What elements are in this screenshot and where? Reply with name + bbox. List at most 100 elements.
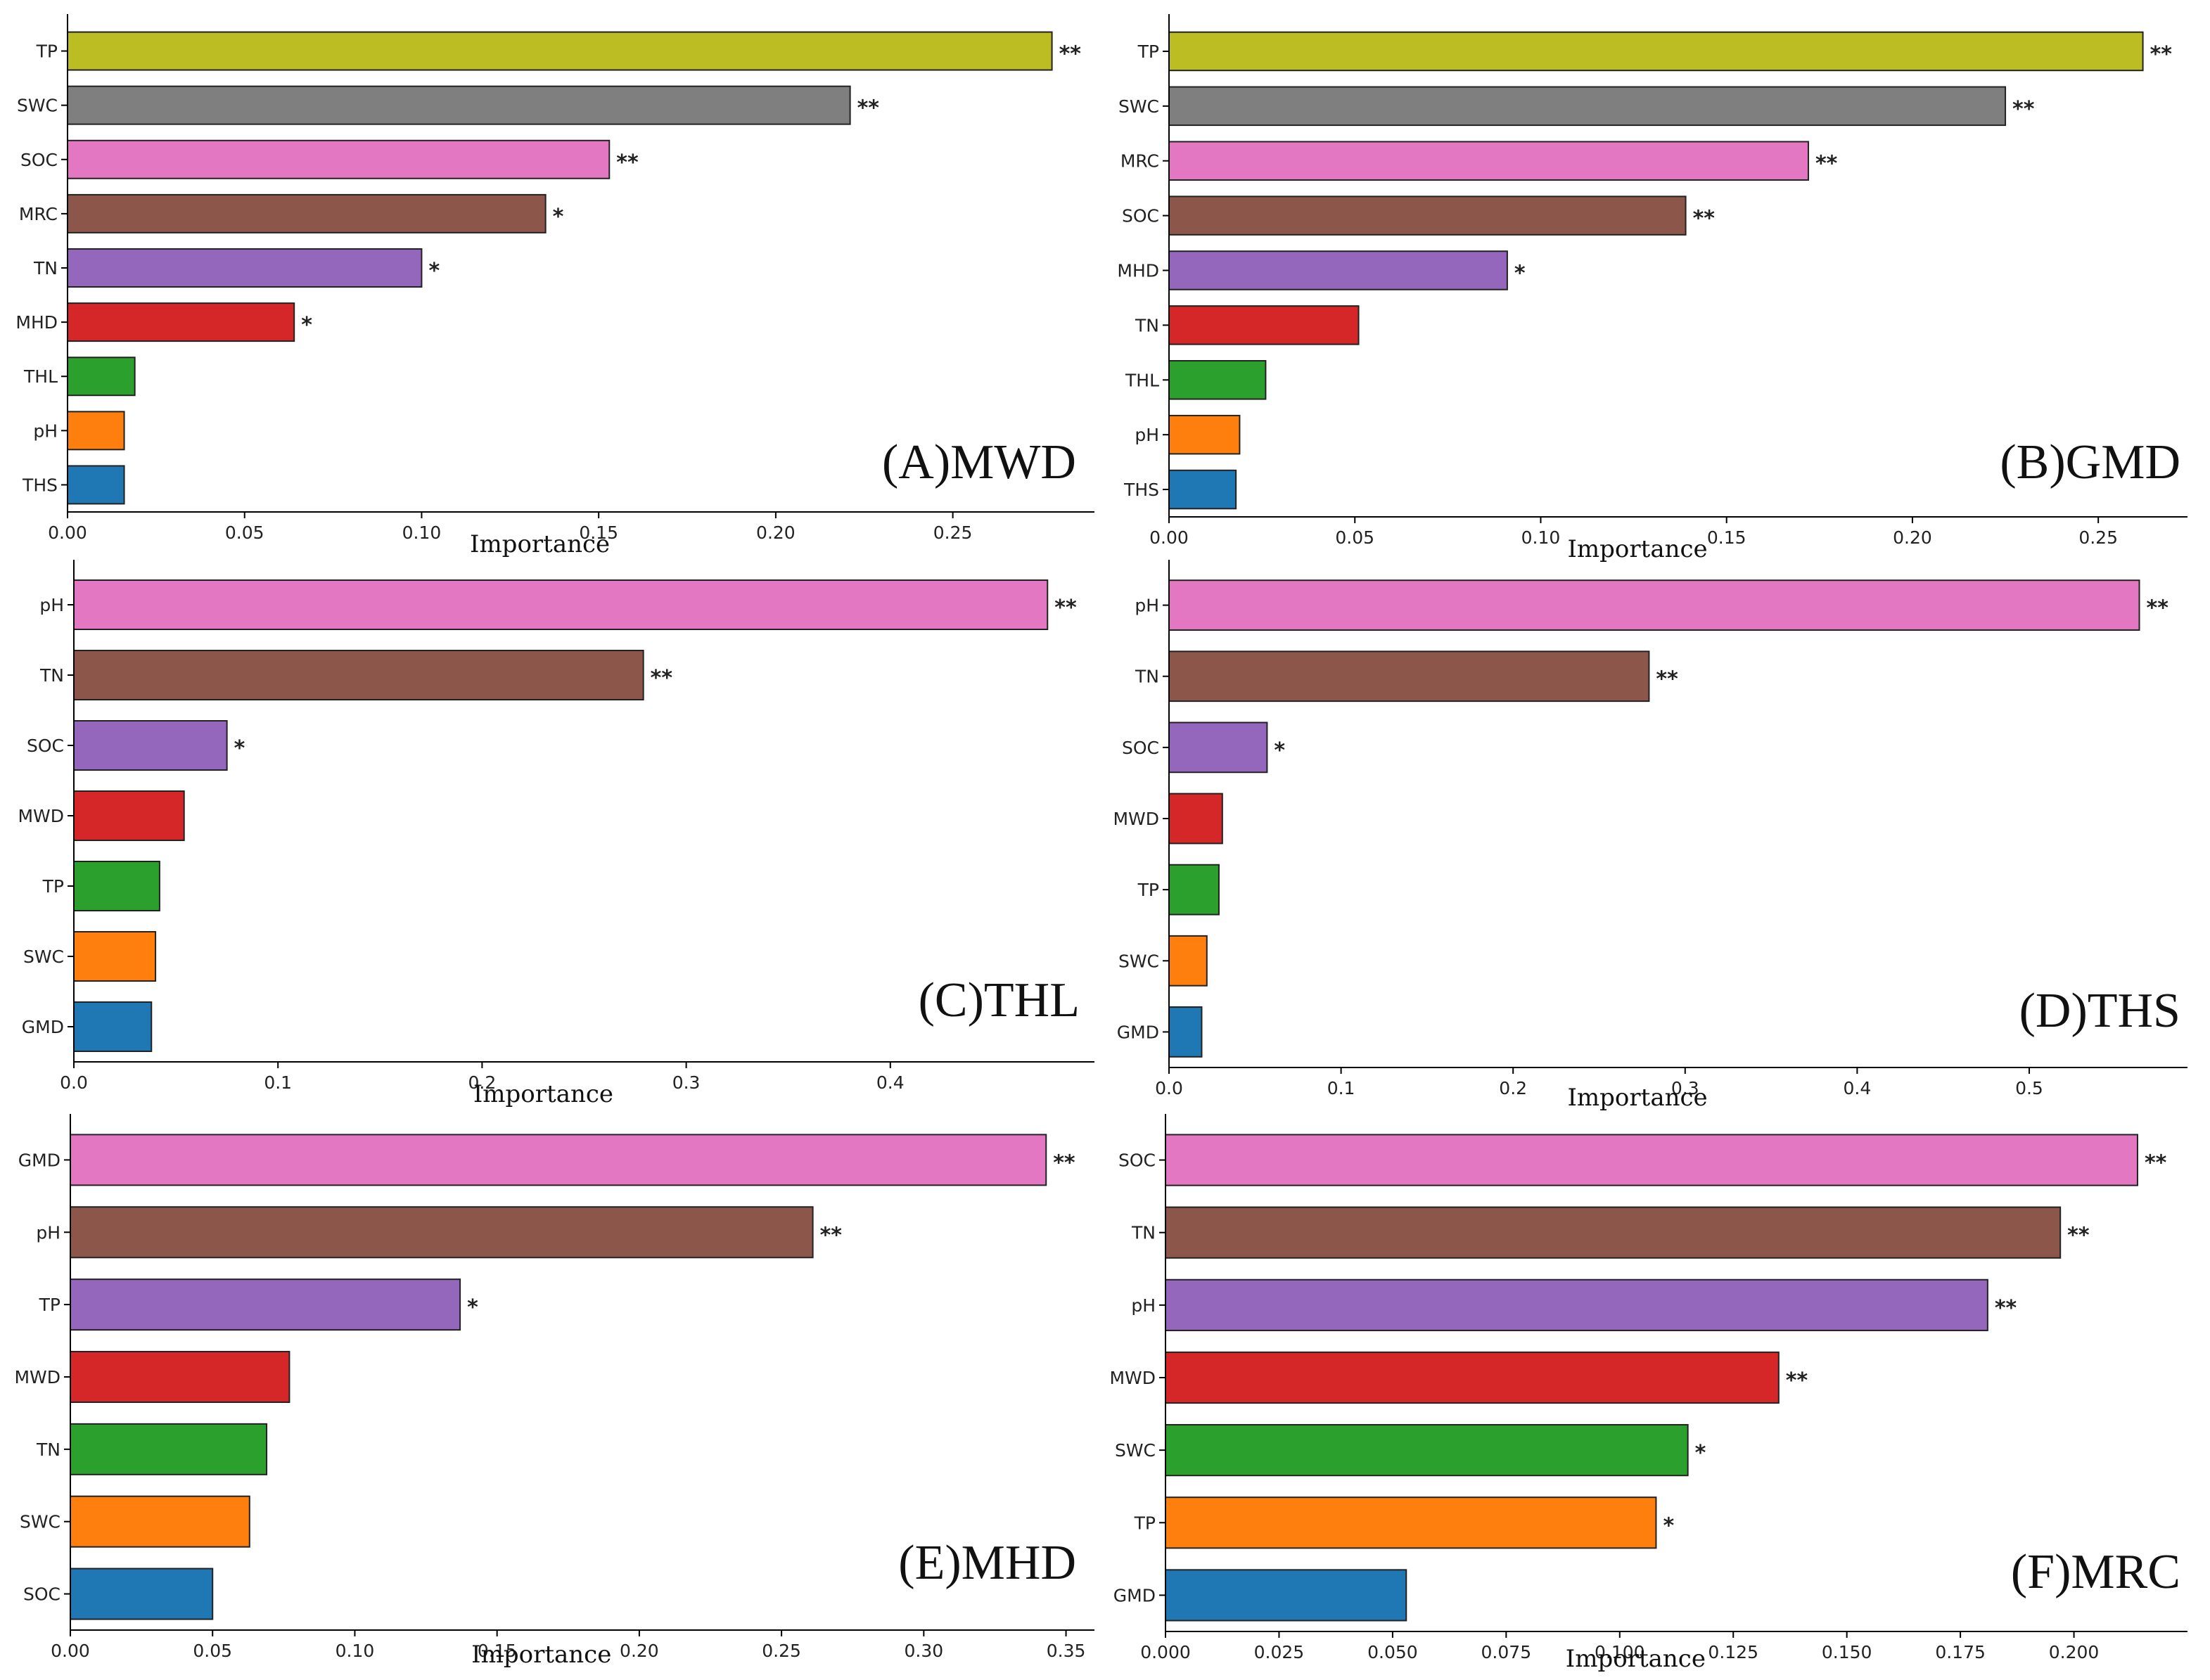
bar-swc [70, 1495, 250, 1548]
x-tick-label: 0.00 [51, 1641, 90, 1661]
category-label: MRC [19, 204, 58, 224]
bar-ph [70, 1206, 814, 1259]
x-tick-label: 0.175 [1935, 1642, 1986, 1662]
category-label: MRC [1120, 151, 1159, 172]
x-tick-label: 0.00 [48, 522, 87, 543]
significance-mark: ** [1995, 1296, 2017, 1321]
x-tick-label: 0.3 [672, 1072, 701, 1093]
chart-panel-1: TP ** SWC ** SOC ** MRC * TN * MHD * THL pH THS 0.00 0.0… [15, 14, 1094, 558]
category-label: SWC [23, 947, 64, 967]
bar-tn [70, 1423, 268, 1475]
bar-tp [70, 1278, 461, 1331]
bar-tp [1165, 1496, 1657, 1549]
x-tick-label: 0.10 [402, 522, 442, 543]
bar-mwd [73, 790, 185, 841]
bar-tn [1168, 650, 1650, 703]
panel-title: (B)GMD [2000, 435, 2180, 489]
bar-ph [1165, 1278, 1988, 1331]
bar-mwd [1165, 1351, 1780, 1404]
category-label: TN [1135, 315, 1159, 335]
x-tick-label: 0.4 [1843, 1078, 1871, 1098]
bar-swc [1165, 1424, 1689, 1477]
bar-tn [1168, 305, 1360, 345]
bar-ph [1168, 579, 2140, 631]
bar-swc [73, 931, 157, 982]
category-label: pH [1135, 596, 1159, 616]
x-tick-label: 0.15 [478, 1641, 517, 1661]
bar-swc [1168, 935, 1208, 987]
x-axis-label: Importance [1566, 1645, 1706, 1673]
category-label: SWC [20, 1512, 60, 1532]
bar-gmd [1165, 1569, 1407, 1622]
x-tick-label: 0.5 [2015, 1078, 2043, 1098]
bar-soc [67, 139, 611, 179]
chart-panel-4: pH ** TN ** SOC * MWD TP SWC GMD 0.0 0.1 0.2 0.3 0.4 0.… [1113, 560, 2187, 1112]
x-tick-label: 0.1 [264, 1072, 292, 1093]
category-label: THL [23, 366, 58, 387]
x-axis-label: Importance [470, 530, 610, 558]
significance-mark: * [428, 259, 440, 283]
x-tick-label: 0.10 [1521, 527, 1561, 548]
x-tick-label: 0.0 [1155, 1078, 1183, 1098]
panel-title: (D)THS [2019, 984, 2180, 1038]
x-tick-label: 0.050 [1367, 1642, 1418, 1662]
significance-mark: * [1695, 1441, 1706, 1466]
category-label: THS [1123, 480, 1159, 500]
x-axis-label: Importance [471, 1641, 611, 1669]
category-label: SOC [20, 150, 58, 170]
category-label: SOC [27, 736, 64, 756]
significance-mark: ** [651, 666, 673, 691]
significance-mark: ** [2150, 42, 2173, 67]
category-label: TP [36, 41, 58, 62]
x-tick-label: 0.05 [193, 1641, 232, 1661]
significance-mark: * [301, 313, 312, 338]
category-label: pH [36, 1222, 60, 1243]
bar-tn [67, 248, 423, 288]
panel-title: (F)MRC [2011, 1545, 2180, 1599]
significance-mark: ** [1693, 207, 1716, 231]
x-tick-label: 0.20 [620, 1641, 659, 1661]
category-label: GMD [1113, 1585, 1156, 1605]
category-label: TP [1137, 41, 1159, 62]
category-label: TP [1137, 880, 1159, 900]
category-label: TN [39, 665, 64, 686]
category-label: TP [42, 876, 64, 897]
x-tick-label: 0.1 [1327, 1078, 1355, 1098]
category-label: SWC [1118, 951, 1159, 971]
panel-title: (C)THL [919, 973, 1080, 1027]
bar-tp [73, 861, 160, 911]
category-label: TN [36, 1439, 60, 1460]
x-tick-label: 0.05 [1335, 527, 1374, 548]
x-tick-label: 0.20 [756, 522, 796, 543]
category-label: GMD [1117, 1022, 1159, 1042]
category-label: SOC [1118, 1150, 1156, 1171]
category-label: MHD [15, 312, 58, 333]
bar-soc [1165, 1134, 2138, 1186]
significance-mark: ** [2012, 97, 2035, 122]
significance-mark: * [467, 1295, 478, 1320]
category-label: SWC [1115, 1440, 1156, 1461]
chart-panel-3: pH ** TN ** SOC * MWD TP SWC GMD 0.0 0.1 0.2 0.3 0.4 Im… [18, 560, 1094, 1108]
bar-thl [1168, 360, 1267, 400]
category-label: TP [1134, 1513, 1156, 1533]
category-label: SWC [17, 96, 58, 116]
bar-tp [67, 31, 1053, 71]
category-label: SWC [1118, 96, 1159, 117]
category-label: pH [39, 595, 64, 615]
category-label: SOC [23, 1584, 60, 1605]
x-tick-label: 0.00 [1149, 527, 1189, 548]
significance-mark: * [234, 736, 245, 761]
bar-gmd [73, 1001, 153, 1052]
category-label: MHD [1117, 261, 1159, 281]
x-axis-label: Importance [1568, 535, 1708, 563]
significance-mark: ** [616, 150, 639, 175]
bar-tp [1168, 864, 1220, 916]
category-label: MWD [18, 806, 64, 826]
category-label: TN [1135, 667, 1159, 687]
bar-soc [1168, 722, 1268, 774]
bar-soc [73, 720, 228, 771]
bar-ph [1168, 414, 1241, 455]
panel-title: (E)MHD [898, 1536, 1076, 1590]
category-label: THS [22, 475, 58, 495]
significance-mark: ** [857, 96, 880, 121]
